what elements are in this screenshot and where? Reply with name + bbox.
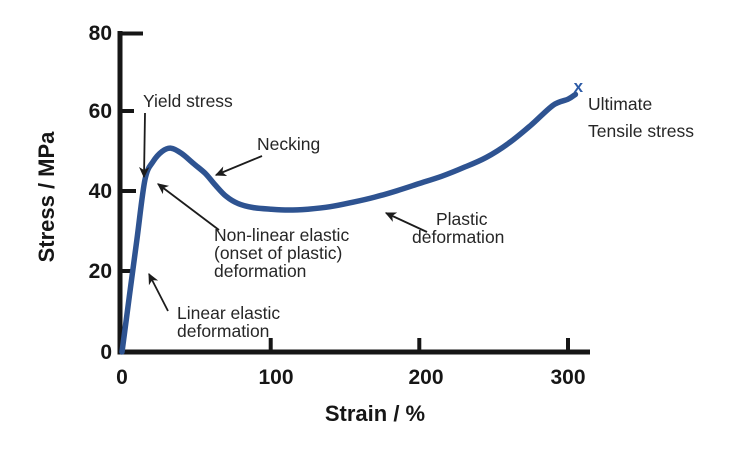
plastic-deformation-label: Plastic deformation — [412, 209, 504, 247]
ultimate-tensile-stress-label-line1: Ultimate — [588, 94, 652, 114]
necking-label: Necking — [257, 134, 320, 154]
nonlinear-elastic-label-line1: Non-linear elastic — [214, 225, 349, 245]
linear-elastic-label-line1: Linear elastic — [177, 303, 280, 323]
nonlinear-elastic-label-line3: deformation — [214, 261, 306, 281]
curve-end-x-marker: x — [574, 77, 584, 96]
axes — [117, 31, 590, 355]
necking-arrow — [214, 155, 263, 176]
linear-elastic-label: Linear elastic deformation — [177, 303, 280, 341]
y-tick-label-80: 80 — [89, 22, 112, 45]
ultimate-tensile-stress-label-line2: Tensile stress — [588, 121, 694, 141]
yield-stress-label: Yield stress — [143, 91, 233, 111]
x-axis-title: Strain / % — [325, 401, 425, 426]
ultimate-tensile-stress-label: Ultimate Tensile stress — [588, 94, 694, 141]
y-tick-label-60: 60 — [89, 100, 112, 123]
linear-elastic-arrow — [148, 272, 169, 312]
x-tick-label-300: 300 — [550, 366, 585, 389]
y-axis-title: Stress / MPa — [34, 131, 59, 263]
linear-elastic-label-line2: deformation — [177, 321, 269, 341]
nonlinear-elastic-label: Non-linear elastic (onset of plastic) de… — [214, 225, 349, 281]
plastic-deformation-label-line2: deformation — [412, 227, 504, 247]
x-tick-label-0: 0 — [116, 366, 128, 389]
plastic-deformation-arrow — [384, 212, 428, 233]
stress-strain-curve — [119, 91, 579, 355]
x-tick-label-100: 100 — [258, 366, 293, 389]
y-tick-label-0: 0 — [100, 341, 112, 364]
nonlinear-elastic-arrow — [157, 183, 220, 231]
x-tick-label-200: 200 — [408, 366, 443, 389]
y-tick-label-20: 20 — [89, 260, 112, 283]
nonlinear-elastic-label-line2: (onset of plastic) — [214, 243, 342, 263]
y-tick-label-40: 40 — [89, 180, 112, 203]
yield-stress-arrow — [139, 112, 150, 179]
plastic-deformation-label-line1: Plastic — [436, 209, 488, 229]
annotation-arrows — [139, 112, 428, 312]
